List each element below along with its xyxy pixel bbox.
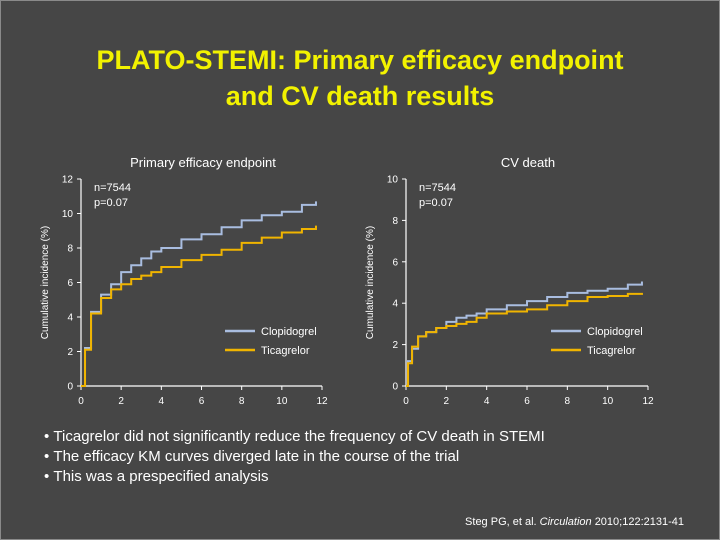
x-tick-label: 12 (316, 396, 328, 407)
x-tick-label: 2 (444, 396, 450, 407)
series-line-ticagrelor (81, 225, 317, 387)
legend-label-clopidogrel: Clopidogrel (587, 326, 643, 338)
x-tick-label: 4 (484, 396, 490, 407)
y-tick-label: 10 (62, 209, 74, 220)
x-tick-label: 8 (565, 396, 571, 407)
y-axis-label: Cumulative incidence (%) (365, 226, 376, 339)
x-tick-label: 0 (403, 396, 409, 407)
legend-label-clopidogrel: Clopidogrel (261, 326, 317, 338)
x-tick-label: 8 (239, 396, 245, 407)
citation-suffix: 2010;122:2131-41 (594, 516, 684, 528)
chart-title: CV death (501, 155, 555, 170)
y-tick-label: 0 (67, 382, 73, 393)
y-tick-label: 2 (392, 340, 398, 351)
annotation-text: n=7544 (419, 182, 456, 194)
slide-title: PLATO-STEMI: Primary efficacy endpoint a… (20, 42, 700, 114)
x-tick-label: 0 (78, 396, 84, 407)
citation-journal: Circulation (539, 516, 592, 528)
y-tick-label: 0 (392, 382, 398, 393)
x-tick-label: 12 (642, 396, 654, 407)
citation: Steg PG, et al. Circulation 2010;122:213… (465, 516, 684, 528)
x-tick-label: 6 (199, 396, 205, 407)
y-tick-label: 2 (67, 347, 73, 358)
y-tick-label: 6 (392, 257, 398, 268)
y-tick-label: 10 (387, 175, 399, 186)
title-line-1: PLATO-STEMI: Primary efficacy endpoint (96, 45, 624, 75)
x-tick-label: 4 (159, 396, 165, 407)
y-tick-label: 6 (67, 278, 73, 289)
y-tick-label: 8 (67, 244, 73, 255)
y-tick-label: 12 (62, 175, 74, 186)
y-axis-label: Cumulative incidence (%) (40, 226, 51, 339)
bullet-item: This was a prespecified analysis (44, 467, 545, 487)
x-tick-label: 10 (602, 396, 614, 407)
x-tick-label: 2 (118, 396, 124, 407)
x-tick-label: 10 (276, 396, 288, 407)
series-line-ticagrelor (406, 292, 643, 387)
legend-label-ticagrelor: Ticagrelor (587, 345, 636, 357)
annotation-text: n=7544 (94, 182, 131, 194)
bullet-list: Ticagrelor did not significantly reduce … (44, 427, 545, 487)
chart-title: Primary efficacy endpoint (130, 155, 276, 170)
series-line-clopidogrel (81, 201, 317, 387)
y-tick-label: 4 (67, 313, 73, 324)
y-tick-label: 8 (392, 216, 398, 227)
y-tick-label: 4 (392, 299, 398, 310)
bullet-item: Ticagrelor did not significantly reduce … (44, 427, 544, 447)
legend-label-ticagrelor: Ticagrelor (261, 345, 310, 357)
bullet-item: The efficacy KM curves diverged late in … (44, 447, 545, 467)
x-tick-label: 6 (524, 396, 530, 407)
citation-prefix: Steg PG, et al. (465, 516, 537, 528)
annotation-text: p=0.07 (419, 197, 453, 209)
annotation-text: p=0.07 (94, 197, 128, 209)
title-line-2: and CV death results (225, 81, 495, 111)
